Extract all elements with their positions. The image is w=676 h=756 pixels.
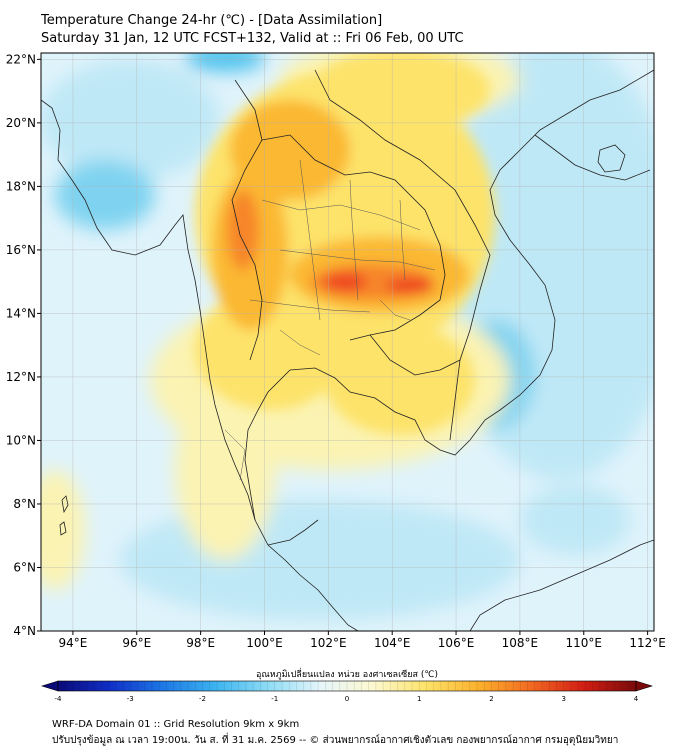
footer-update-info: ปรับปรุงข้อมูล ณ เวลา 19:00น. วัน ส. ที่… — [52, 735, 619, 746]
lon-tick-label: 106°E — [438, 636, 475, 650]
lat-tick-label: 6°N — [13, 560, 36, 574]
plot-frame — [40, 52, 655, 632]
colorbar-gradient — [57, 680, 637, 692]
lat-tick-label: 4°N — [13, 624, 36, 638]
peak-hotspot-2 — [386, 277, 434, 295]
lat-tick-label: 20°N — [6, 116, 36, 130]
lon-tick-label: 110°E — [566, 636, 603, 650]
colorbar-max-arrow — [635, 680, 654, 692]
lat-tick-label: 10°N — [6, 433, 36, 447]
colorbar-tick-label: 2 — [489, 695, 493, 703]
lon-tick-label: 100°E — [246, 636, 283, 650]
map-subtitle: Saturday 31 Jan, 12 UTC FCST+132, Valid … — [41, 31, 464, 46]
blue-patch-bay — [55, 160, 155, 230]
lon-tick-label: 112°E — [629, 636, 666, 650]
map-title: Temperature Change 24-hr (℃) - [Data Ass… — [41, 13, 383, 28]
colorbar-tick-label: 4 — [634, 695, 639, 703]
border-malaysia — [267, 519, 319, 546]
lat-tick-label: 18°N — [6, 179, 36, 193]
border-cambodia — [369, 334, 461, 376]
colorbar-tick-label: 3 — [562, 695, 566, 703]
yellow-zone-north — [310, 53, 490, 130]
coastline-south-china-sea — [534, 134, 651, 181]
island-andaman — [59, 495, 69, 536]
island-hainan — [597, 144, 626, 173]
colorbar-label: อุณหภูมิเปลี่ยนแปลง หน่วย องศาเซลเซียส (… — [256, 667, 438, 680]
colorbar-tick-label: -3 — [127, 695, 134, 703]
footer-domain-info: WRF-DA Domain 01 :: Grid Resolution 9km … — [52, 719, 300, 730]
colorbar-tick-label: -4 — [55, 695, 63, 703]
lon-tick-label: 104°E — [374, 636, 411, 650]
lat-tick-label: 14°N — [6, 306, 36, 320]
colorbar-tick-label: 1 — [417, 695, 421, 703]
lon-tick-label: 108°E — [502, 636, 539, 650]
peak-hotspot-1 — [323, 272, 367, 292]
cool-anomaly-northwest — [41, 60, 220, 180]
colorbar-tick-label: -2 — [199, 695, 206, 703]
lat-tick-label: 22°N — [6, 52, 36, 66]
colorbar-tick-label: -1 — [271, 695, 278, 703]
border-thailand-west — [231, 79, 263, 361]
lon-tick-label: 94°E — [58, 636, 87, 650]
colorbar: -4 -3 -2 -1 0 1 2 3 4 — [40, 680, 654, 703]
coastline-myanmar — [41, 99, 359, 631]
lon-tick-label: 102°E — [310, 636, 347, 650]
lat-tick-label: 16°N — [6, 243, 36, 257]
border-thailand-east — [261, 134, 446, 341]
hotspot-west — [227, 190, 259, 270]
coastline-borneo — [469, 539, 654, 631]
blue-patch-north — [185, 53, 265, 72]
latitude-axis: 22°N 20°N 18°N 16°N 14°N 12°N 10°N 8°N 6°N 4°N — [6, 52, 41, 638]
cool-anomaly-south — [120, 500, 520, 620]
longitude-axis: 94°E 96°E 98°E 100°E 102°E 104°E 106°E 108°E 110… — [58, 631, 666, 650]
lat-tick-label: 8°N — [13, 497, 36, 511]
lon-tick-label: 96°E — [122, 636, 151, 650]
coastlines-and-borders — [41, 69, 654, 631]
yellow-zone-south — [325, 325, 475, 435]
province-lines — [224, 159, 436, 481]
lat-tick-label: 12°N — [6, 370, 36, 384]
colorbar-min-arrow — [40, 680, 59, 692]
lon-tick-label: 98°E — [186, 636, 215, 650]
colorbar-tick-label: 0 — [345, 695, 349, 703]
orange-zone-north — [230, 100, 350, 200]
coastline-gulf-of-thailand — [244, 69, 654, 521]
pale-yellow-west — [41, 470, 85, 590]
pale-yellow-peninsula — [175, 380, 275, 560]
temperature-field — [41, 53, 654, 631]
blue-patch-southeast — [520, 485, 630, 555]
